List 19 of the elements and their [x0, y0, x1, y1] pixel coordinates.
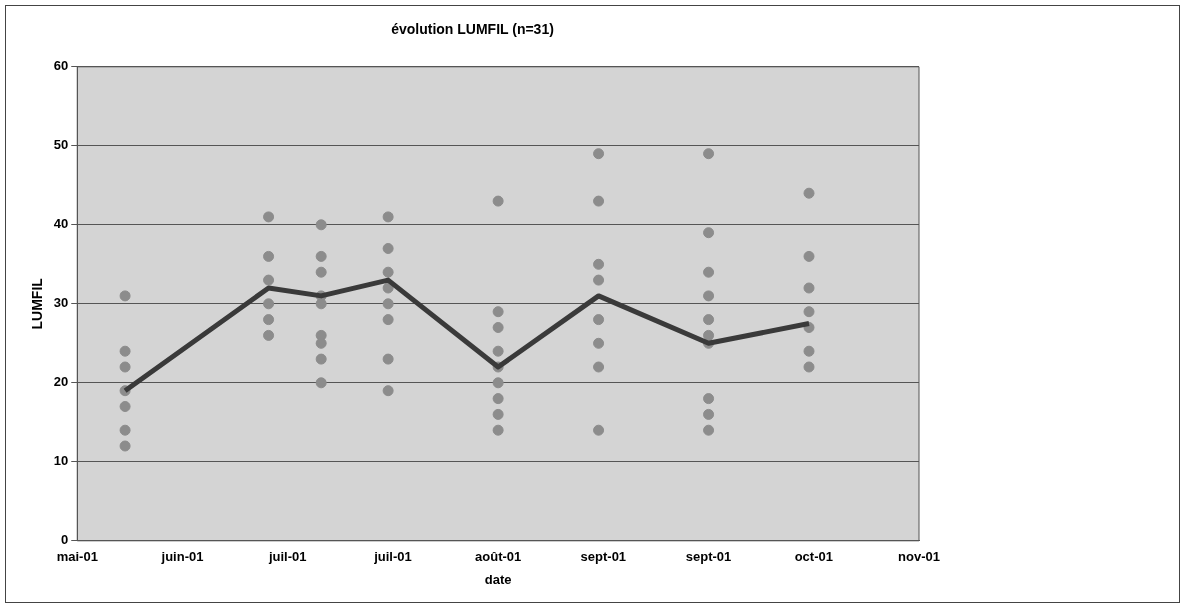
- x-tick-label: mai-01: [56, 549, 98, 565]
- x-axis-title: date: [484, 571, 512, 587]
- y-tick-label: 60: [53, 58, 69, 74]
- y-tick-label: 10: [53, 453, 69, 469]
- x-tick-label: sept-01: [685, 549, 732, 565]
- y-tick-label: 50: [53, 137, 69, 153]
- x-tick-label: août-01: [475, 549, 522, 565]
- x-tick-label: oct-01: [794, 549, 833, 565]
- x-tick-label: nov-01: [898, 549, 940, 565]
- y-axis-title: LUMFIL: [29, 277, 46, 330]
- x-tick-label: sept-01: [580, 549, 627, 565]
- x-tick-label: juin-01: [160, 549, 204, 565]
- chart-title: évolution LUMFIL (n=31): [391, 21, 554, 38]
- x-tick-label: juil-01: [267, 549, 307, 565]
- x-tick-label: juil-01: [373, 549, 412, 565]
- y-tick-label: 40: [53, 216, 69, 232]
- y-tick-label: 0: [61, 532, 69, 548]
- y-tick-label: 20: [53, 374, 69, 390]
- y-tick-label: 30: [53, 295, 69, 311]
